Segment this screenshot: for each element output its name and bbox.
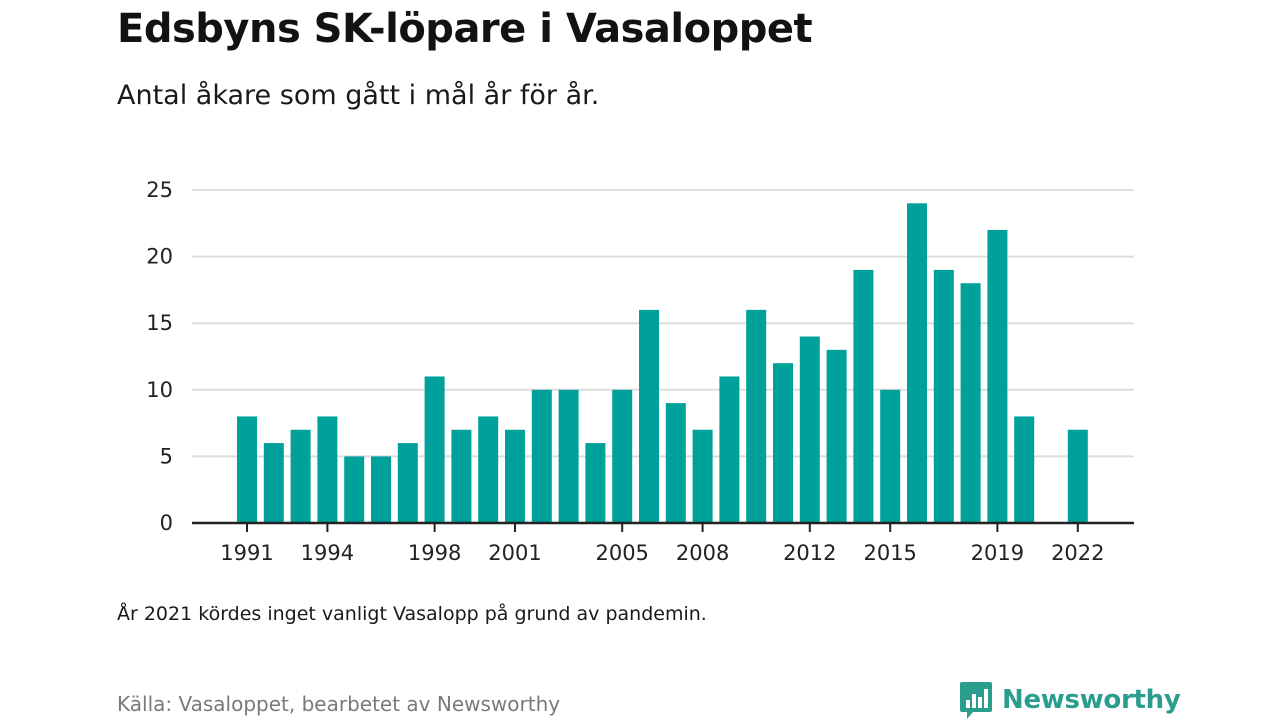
bar-1997 bbox=[397, 443, 418, 523]
brand-logo: Newsworthy bbox=[959, 680, 1181, 720]
x-tick-label: 2022 bbox=[1051, 541, 1104, 565]
y-tick-label: 25 bbox=[146, 178, 173, 202]
bar-2022 bbox=[1067, 429, 1088, 523]
x-tick-label: 2012 bbox=[783, 541, 836, 565]
bar-2003 bbox=[558, 389, 579, 523]
bar-2008 bbox=[692, 429, 713, 523]
bar-2000 bbox=[478, 416, 499, 523]
chart-title: Edsbyns SK-löpare i Vasaloppet bbox=[117, 6, 813, 52]
bar-2004 bbox=[585, 443, 606, 523]
bar-2010 bbox=[746, 309, 767, 523]
x-tick-label: 1994 bbox=[301, 541, 354, 565]
x-tick-label: 2008 bbox=[676, 541, 729, 565]
source-credit: Källa: Vasaloppet, bearbetet av Newswort… bbox=[117, 692, 561, 716]
x-tick-label: 2001 bbox=[488, 541, 541, 565]
x-axis-ticks: 1991 1994 1998 2001 2005 2008 2012 2015 2019 2022 bbox=[220, 523, 1105, 565]
bar-2006 bbox=[639, 309, 659, 523]
bar-2015 bbox=[880, 389, 901, 523]
bar-2013 bbox=[826, 349, 847, 523]
y-axis-ticks: 0 5 10 15 20 25 bbox=[146, 178, 173, 535]
chart-subtitle: Antal åkare som gått i mål år för år. bbox=[117, 80, 600, 111]
x-tick-label: 1998 bbox=[408, 541, 461, 565]
y-tick-label: 0 bbox=[160, 511, 173, 535]
bars bbox=[237, 203, 1088, 523]
bar-2005 bbox=[612, 389, 633, 523]
brand-name: Newsworthy bbox=[1002, 685, 1181, 715]
bar-2009 bbox=[719, 376, 740, 523]
x-tick-label: 1991 bbox=[220, 541, 273, 565]
bar-1999 bbox=[451, 429, 472, 523]
bar-2012 bbox=[799, 336, 820, 523]
y-tick-label: 5 bbox=[160, 444, 173, 468]
bar-2019 bbox=[987, 229, 1008, 523]
y-tick-label: 10 bbox=[146, 378, 173, 402]
bar-2020 bbox=[1014, 416, 1035, 523]
y-tick-label: 20 bbox=[146, 245, 173, 269]
bar-1992 bbox=[263, 443, 284, 523]
x-tick-label: 2015 bbox=[863, 541, 916, 565]
bar-2016 bbox=[907, 203, 927, 523]
bar-1991 bbox=[237, 416, 257, 523]
y-tick-label: 15 bbox=[146, 311, 173, 335]
bar-1996 bbox=[371, 456, 391, 523]
newsworthy-logo-icon bbox=[960, 682, 992, 719]
bar-2011 bbox=[773, 363, 793, 523]
bar-1994 bbox=[317, 416, 338, 523]
bar-1993 bbox=[290, 429, 311, 523]
bar-1998 bbox=[424, 376, 445, 523]
bar-2018 bbox=[960, 283, 981, 523]
footnote: År 2021 kördes inget vanligt Vasalopp på… bbox=[117, 603, 707, 625]
bar-2002 bbox=[531, 389, 552, 523]
bar-1995 bbox=[344, 456, 365, 523]
bar-2014 bbox=[853, 269, 874, 523]
x-tick-label: 2019 bbox=[971, 541, 1024, 565]
bar-2017 bbox=[933, 269, 954, 523]
bar-2007 bbox=[665, 403, 686, 523]
bar-2001 bbox=[505, 429, 525, 523]
x-tick-label: 2005 bbox=[595, 541, 648, 565]
